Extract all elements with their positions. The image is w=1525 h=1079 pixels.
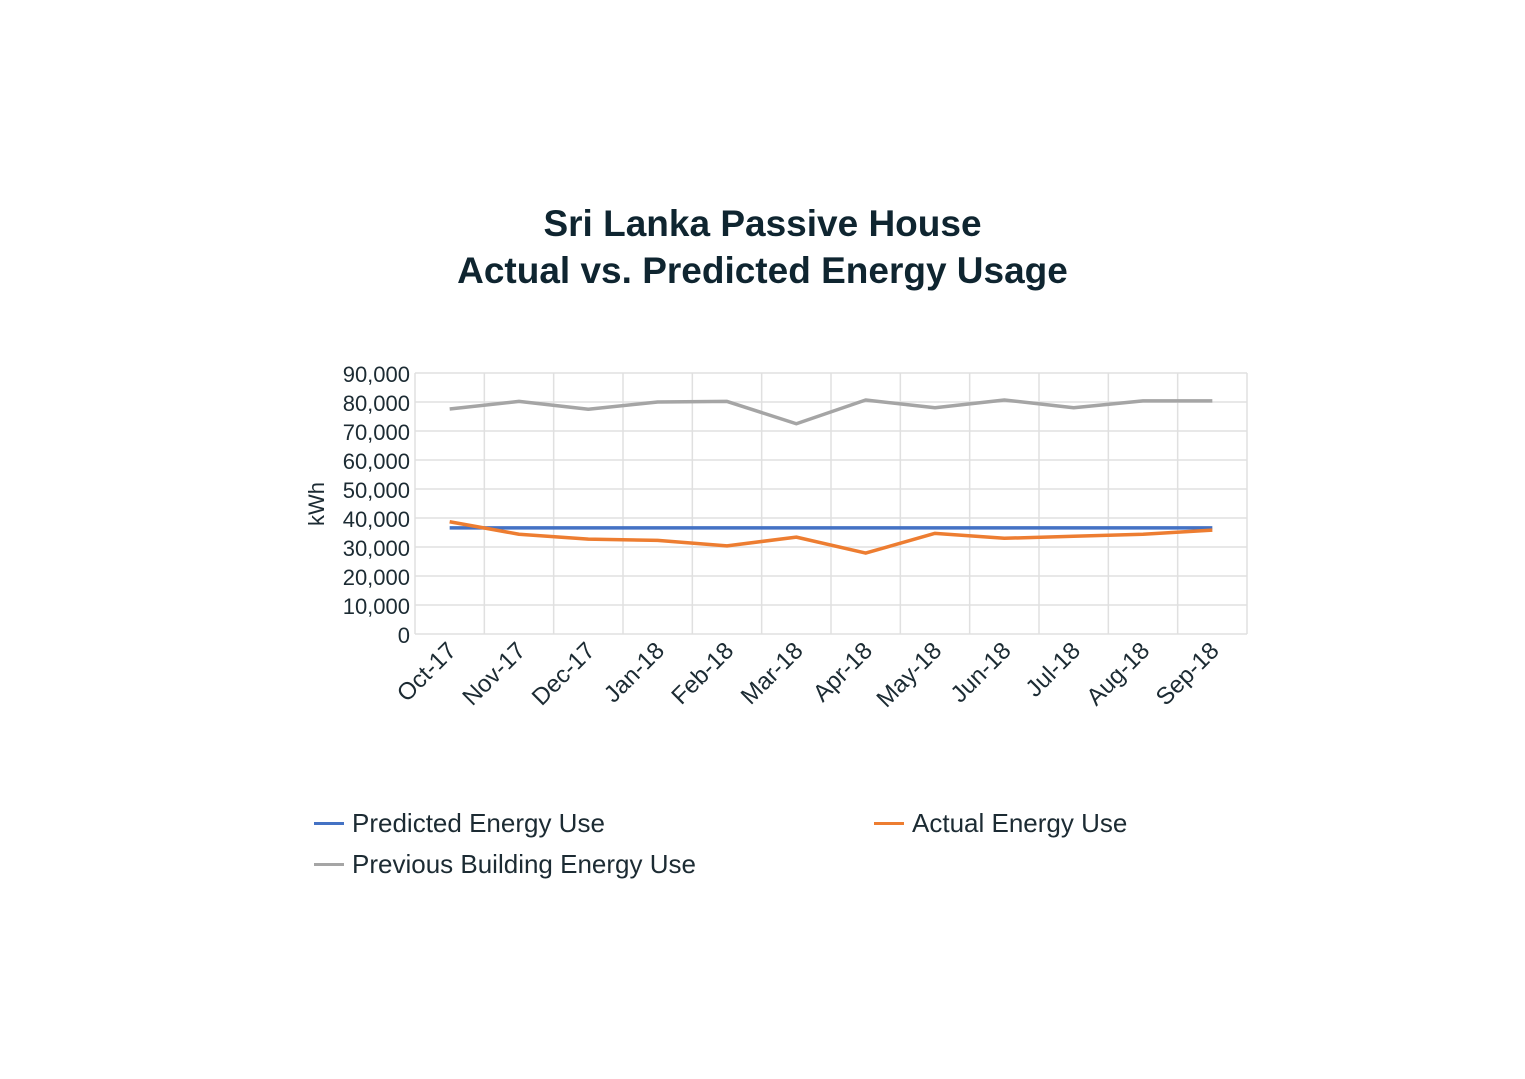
x-tick-label: Mar-18	[736, 637, 809, 710]
legend-item-actual: Actual Energy Use	[874, 808, 1127, 839]
x-tick-label: Sep-18	[1151, 637, 1225, 711]
x-tick-label: Apr-18	[808, 637, 878, 707]
x-tick-label: Jan-18	[599, 637, 670, 708]
legend-swatch	[314, 863, 344, 866]
chart-title-line2: Actual vs. Predicted Energy Usage	[457, 250, 1068, 291]
series-line-previous-building-energy-use	[449, 398, 1213, 426]
legend-item-predicted: Predicted Energy Use	[314, 808, 605, 839]
legend-item-previous: Previous Building Energy Use	[314, 849, 696, 880]
chart-title: Sri Lanka Passive House Actual vs. Predi…	[0, 200, 1525, 294]
y-axis-label: kWh	[304, 482, 329, 526]
y-tick-label: 20,000	[343, 565, 410, 590]
x-tick-label: Aug-18	[1081, 637, 1155, 711]
series-line-actual-energy-use	[449, 520, 1213, 555]
y-tick-label: 50,000	[343, 478, 410, 503]
legend-label: Previous Building Energy Use	[352, 849, 696, 879]
x-tick-label: Feb-18	[666, 637, 739, 710]
legend-label: Predicted Energy Use	[352, 808, 605, 838]
x-tick-label: Dec-17	[527, 637, 601, 711]
y-tick-label: 80,000	[343, 391, 410, 416]
legend-swatch	[874, 822, 904, 825]
x-tick-label: Nov-17	[457, 637, 531, 711]
y-tick-label: 30,000	[343, 536, 410, 561]
y-tick-label: 40,000	[343, 507, 410, 532]
y-tick-label: 60,000	[343, 449, 410, 474]
y-tick-label: 0	[398, 623, 410, 648]
x-tick-label: Jun-18	[946, 637, 1017, 708]
legend-swatch	[314, 822, 344, 825]
x-tick-label: May-18	[872, 637, 948, 713]
y-tick-label: 90,000	[343, 362, 410, 387]
legend-label: Actual Energy Use	[912, 808, 1128, 838]
x-tick-label: Jul-18	[1021, 637, 1086, 702]
y-tick-label: 10,000	[343, 594, 410, 619]
y-tick-label: 70,000	[343, 420, 410, 445]
chart-title-line1: Sri Lanka Passive House	[543, 203, 982, 244]
